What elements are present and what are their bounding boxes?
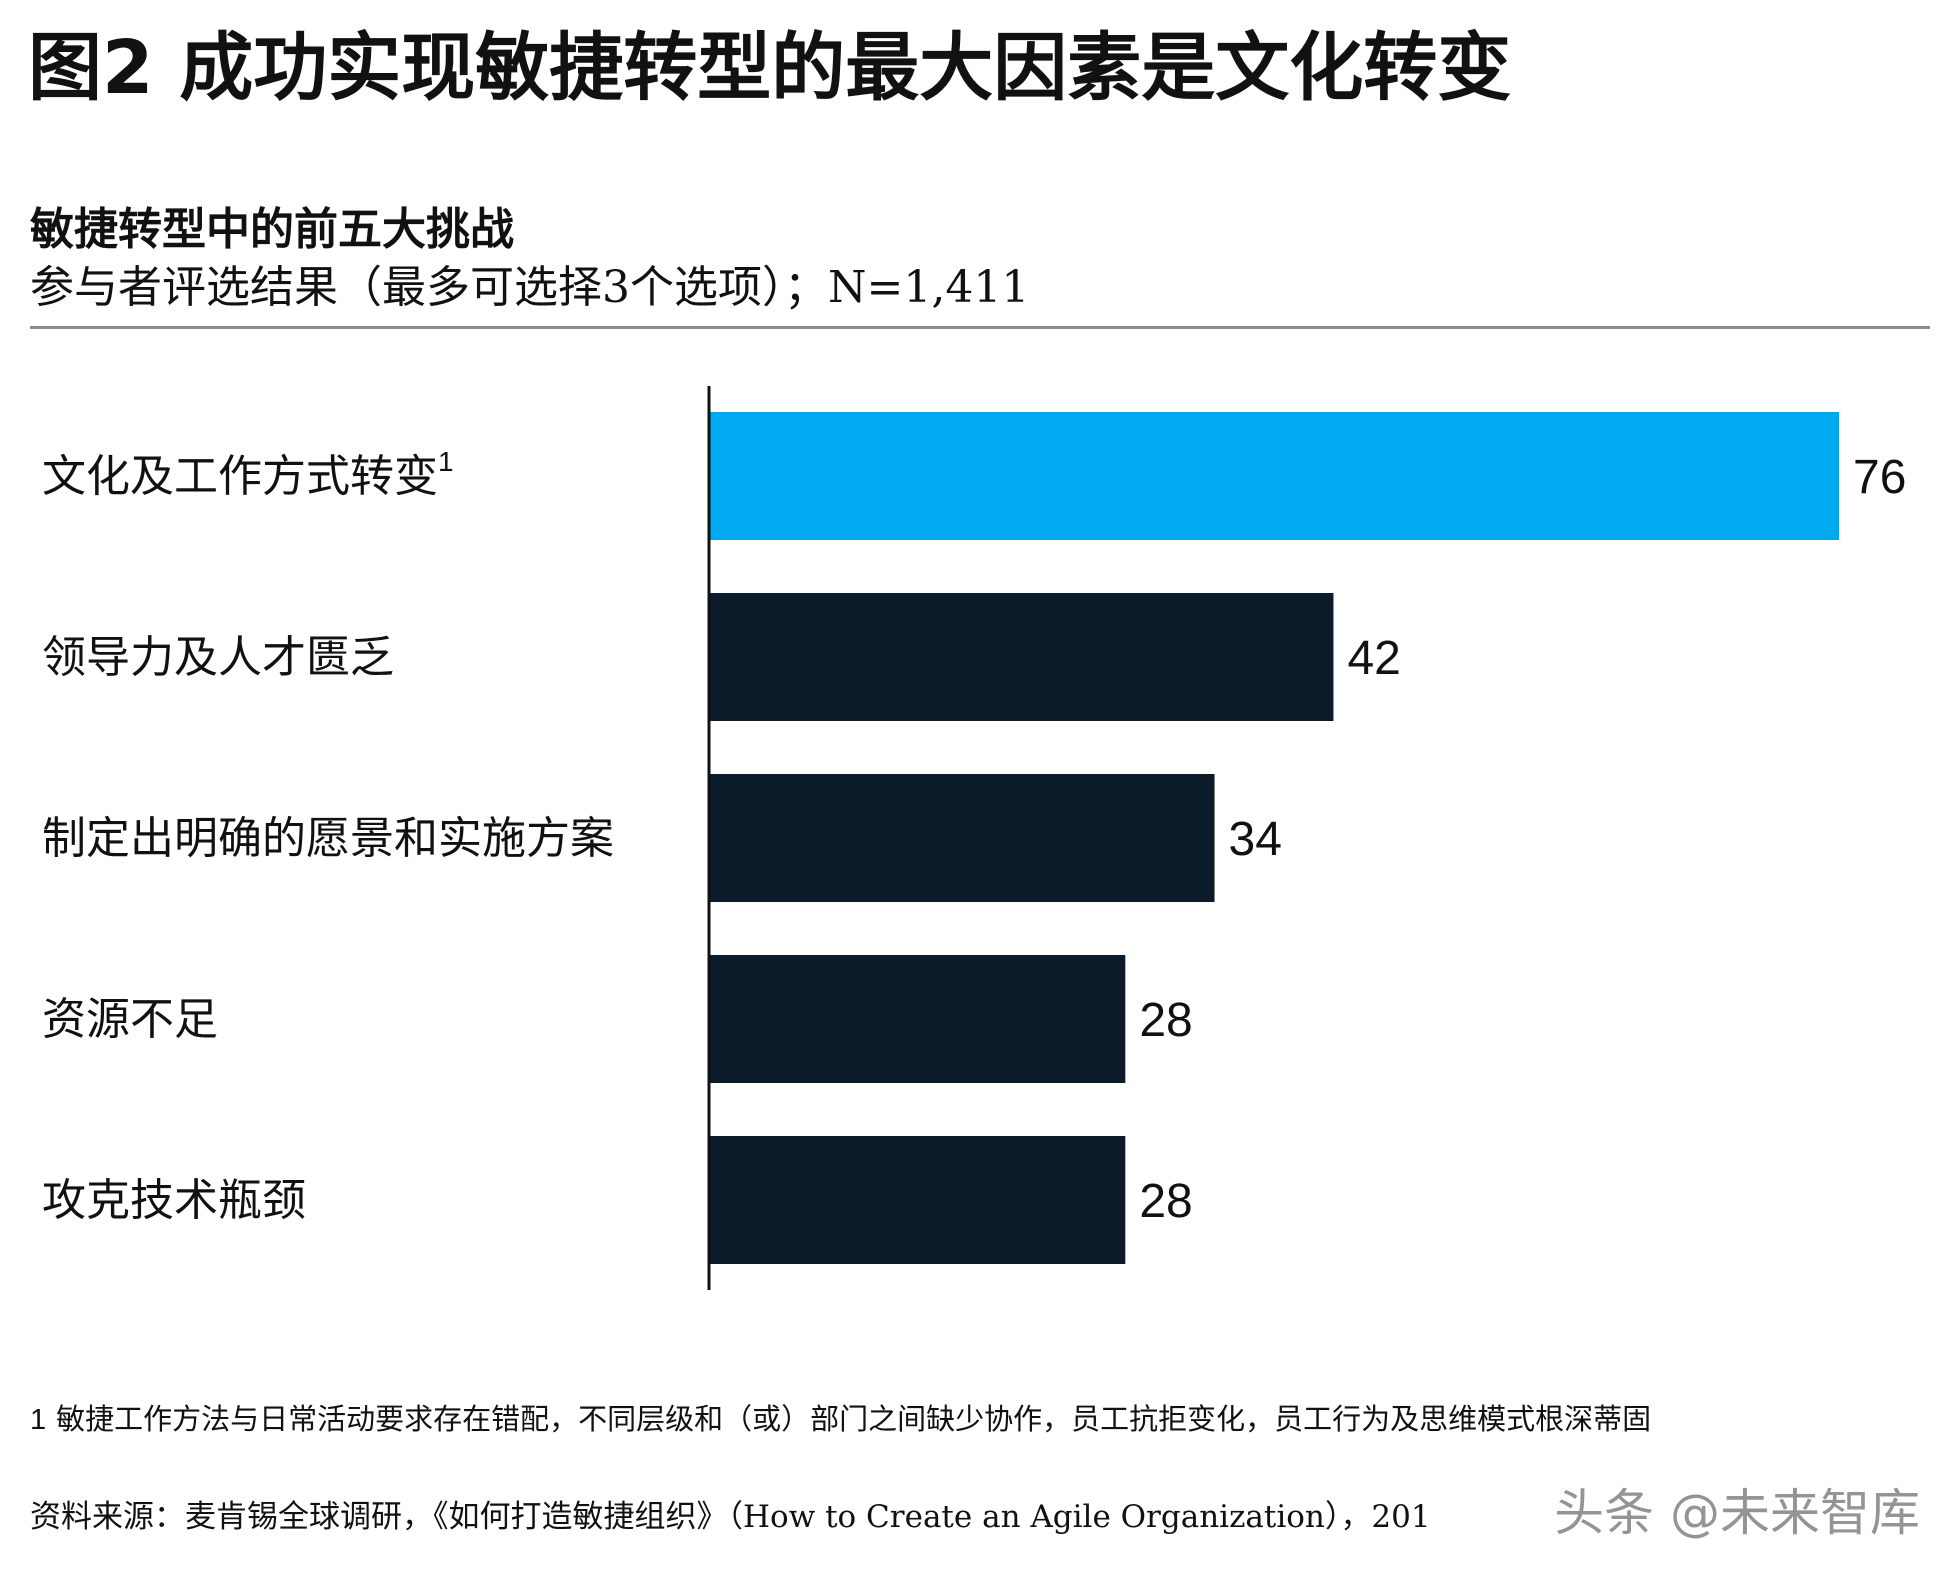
value-label-5: 28 [1139, 1175, 1192, 1228]
value-label-1: 76 [1853, 451, 1906, 504]
footnote-number: 1 [30, 1404, 47, 1436]
category-label-3: 制定出明确的愿景和实施方案 [42, 813, 614, 864]
bar-5 [709, 1136, 1126, 1264]
footnote-text: 敏捷工作方法与日常活动要求存在错配，不同层级和（或）部门之间缺少协作，员工抗拒变… [56, 1402, 1652, 1436]
bar-2 [709, 593, 1334, 721]
source-note: 资料来源：麦肯锡全球调研，《如何打造敏捷组织》（How to Create an… [30, 1499, 1431, 1535]
bar-4 [709, 955, 1126, 1083]
value-label-4: 28 [1139, 994, 1192, 1047]
value-label-2: 42 [1347, 632, 1400, 685]
figure-title: 图2 成功实现敏捷转型的最大因素是文化转变 [28, 25, 1512, 111]
bar-3 [709, 774, 1215, 902]
value-label-3: 34 [1229, 813, 1282, 866]
footnote-marker: 1 [438, 446, 454, 477]
header-rule [30, 326, 1930, 329]
bar-1 [709, 412, 1839, 540]
category-label-2: 领导力及人才匮乏 [42, 632, 394, 683]
watermark: 头条 @未来智库 [1548, 1478, 1926, 1548]
category-label-1: 文化及工作方式转变1 [42, 446, 454, 502]
footnote: 1 敏捷工作方法与日常活动要求存在错配，不同层级和（或）部门之间缺少协作，员工抗拒… [30, 1398, 1930, 1441]
category-label-4: 资源不足 [42, 994, 218, 1045]
chart-title: 敏捷转型中的前五大挑战 [30, 204, 514, 255]
chart-subtitle: 参与者评选结果（最多可选择3个选项）；N=1,411 [30, 262, 1030, 313]
category-label-5: 攻克技术瓶颈 [42, 1175, 306, 1226]
